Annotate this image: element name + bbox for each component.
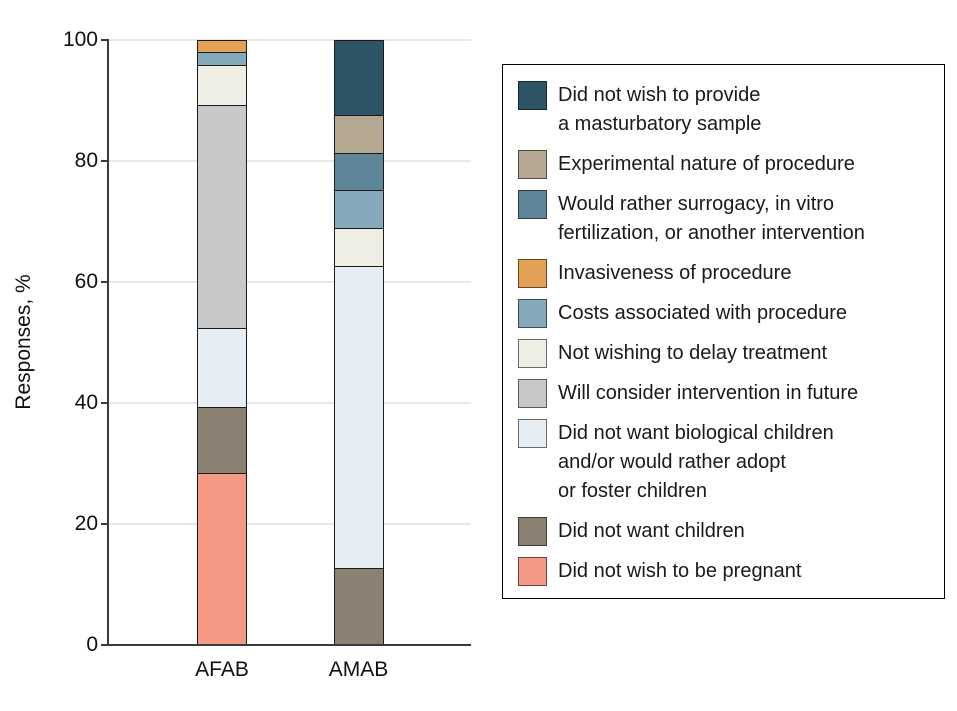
bar-segment: [333, 569, 384, 645]
legend-label: Would rather surrogacy, in vitro fertili…: [558, 193, 865, 244]
bar-segment: [333, 40, 384, 116]
legend-label: Experimental nature of procedure: [558, 153, 855, 175]
legend-label: Did not want biological children and/or …: [558, 422, 834, 502]
legend-label: Did not want children: [558, 520, 745, 542]
y-tick-label: 100: [62, 28, 98, 51]
legend-item: Did not want biological children and/or …: [518, 419, 936, 506]
legend-item: Did not want children: [518, 517, 936, 546]
gridline: [108, 281, 471, 283]
legend-swatch: [518, 557, 547, 586]
legend-item: Did not wish to provide a masturbatory s…: [518, 81, 936, 139]
legend-swatch: [518, 190, 547, 219]
legend-swatch: [518, 81, 547, 110]
legend-label: Not wishing to delay treatment: [558, 342, 828, 364]
x-category-label: AFAB: [195, 658, 249, 681]
legend-label: Costs associated with procedure: [558, 302, 848, 324]
y-tick-mark: [101, 523, 108, 525]
legend-swatch: [518, 339, 547, 368]
bar-segment: [197, 329, 247, 409]
legend-box: Did not wish to provide a masturbatory s…: [502, 64, 945, 599]
bar-segment: [197, 53, 247, 67]
legend-item: Not wishing to delay treatment: [518, 339, 936, 368]
y-axis-line: [107, 39, 109, 646]
bar-segment: [197, 408, 247, 474]
gridline: [108, 402, 471, 404]
legend-label: Did not wish to provide a masturbatory s…: [558, 84, 762, 135]
bar-segment: [333, 153, 384, 192]
stacked-bar-afab: [197, 40, 247, 645]
stacked-bar-amab: [333, 40, 384, 645]
x-axis-line: [107, 644, 471, 646]
bar-segment: [333, 229, 384, 267]
legend-label: Invasiveness of procedure: [558, 262, 792, 284]
y-tick-mark: [101, 160, 108, 162]
legend-swatch: [518, 517, 547, 546]
y-tick-mark: [101, 644, 108, 646]
legend-swatch: [518, 419, 547, 448]
legend-swatch: [518, 379, 547, 408]
legend-swatch: [518, 150, 547, 179]
legend-swatch: [518, 299, 547, 328]
y-tick-mark: [101, 39, 108, 41]
legend-item: Did not wish to be pregnant: [518, 557, 936, 586]
bar-segment: [333, 115, 384, 154]
bar-segment: [197, 66, 247, 106]
legend-item: Invasiveness of procedure: [518, 259, 936, 288]
gridline: [108, 523, 471, 525]
gridline: [108, 160, 471, 162]
bar-segment: [333, 266, 384, 570]
legend-item: Costs associated with procedure: [518, 299, 936, 328]
bar-segment: [333, 191, 384, 230]
legend-item: Will consider intervention in future: [518, 379, 936, 408]
y-tick-label: 0: [86, 633, 98, 656]
legend-item: Would rather surrogacy, in vitro fertili…: [518, 190, 936, 248]
bar-segment: [197, 474, 247, 645]
y-tick-label: 20: [74, 512, 98, 535]
legend-swatch: [518, 259, 547, 288]
legend-label: Did not wish to be pregnant: [558, 560, 802, 582]
y-tick-mark: [101, 402, 108, 404]
y-tick-label: 80: [74, 149, 98, 172]
y-tick-mark: [101, 281, 108, 283]
y-tick-label: 40: [74, 391, 98, 414]
legend-item: Experimental nature of procedure: [518, 150, 936, 179]
legend-label: Will consider intervention in future: [558, 382, 859, 404]
y-axis-title: Responses, %: [12, 274, 35, 410]
bar-segment: [197, 105, 247, 330]
gridline: [108, 39, 471, 41]
bar-segment: [197, 40, 247, 54]
x-category-label: AMAB: [328, 658, 389, 681]
y-tick-label: 60: [74, 270, 98, 293]
